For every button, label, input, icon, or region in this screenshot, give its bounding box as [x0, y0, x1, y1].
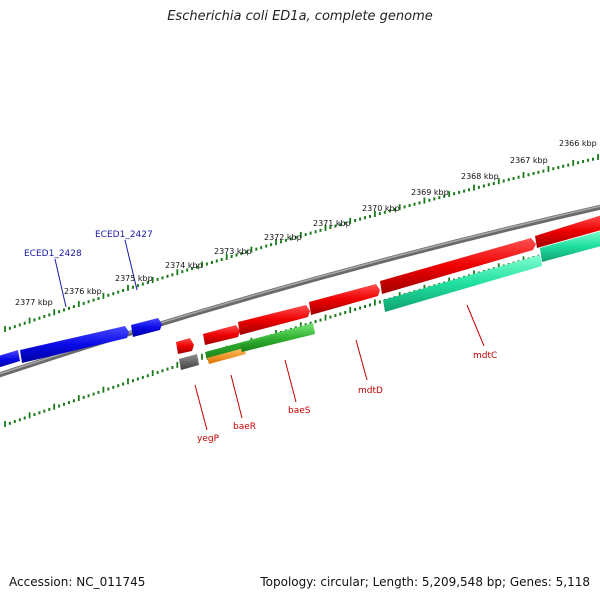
- kbp-tick-label: 2366 kbp: [559, 139, 597, 148]
- feature-teal-2[interactable]: [540, 230, 600, 262]
- kbp-tick-label: 2371 kbp: [313, 219, 351, 228]
- leader-line-baeS: [284, 359, 297, 403]
- gene-label-mdtD: mdtD: [358, 386, 383, 396]
- kbp-tick-label: 2367 kbp: [510, 156, 548, 165]
- gene-arrow-mdtB[interactable]: [535, 214, 600, 248]
- gene-label-baeS: baeS: [288, 406, 311, 416]
- gene-label-ECED1_2428: ECED1_2428: [24, 249, 82, 259]
- leader-line-mdtC: [466, 304, 485, 347]
- feature-green-2[interactable]: [240, 325, 315, 352]
- gene-label-ECED1_2427: ECED1_2427: [95, 230, 153, 240]
- kbp-tick-label: 2368 kbp: [461, 172, 499, 181]
- outer-coordinate-ruler: [4, 154, 599, 332]
- feature-orange[interactable]: [207, 348, 246, 364]
- gene-arrow-baeR[interactable]: [203, 325, 240, 345]
- kbp-tick-label: 2370 kbp: [362, 204, 400, 213]
- accession-label: Accession: NC_011745: [9, 575, 146, 589]
- feature-gray[interactable]: [179, 354, 199, 370]
- kbp-tick-label: 2372 kbp: [264, 233, 302, 242]
- leader-line-baeR: [230, 374, 243, 419]
- gene-label-mdtC: mdtC: [473, 351, 497, 361]
- genome-summary: Topology: circular; Length: 5,209,548 bp…: [260, 575, 590, 589]
- kbp-tick-label: 2376 kbp: [64, 287, 102, 296]
- gene-arrow-blue[interactable]: [20, 326, 129, 363]
- kbp-tick-label: 2377 kbp: [15, 298, 53, 307]
- gene-arrow-blue[interactable]: [0, 350, 20, 368]
- leader-line-mdtD: [355, 339, 368, 381]
- kbp-tick-label: 2375 kbp: [115, 274, 153, 283]
- leader-line-ECED1_2428: [54, 258, 67, 308]
- gene-arrow-blue[interactable]: [131, 318, 162, 337]
- kbp-tick-label: 2373 kbp: [214, 247, 252, 256]
- gene-label-baeR: baeR: [233, 422, 256, 432]
- gene-label-yegP: yegP: [197, 434, 220, 444]
- gene-arrow-yegP[interactable]: [176, 338, 194, 354]
- leader-line-ECED1_2427: [124, 239, 138, 291]
- leader-line-yegP: [194, 384, 208, 431]
- feature-teal[interactable]: [383, 255, 542, 312]
- kbp-tick-label: 2374 kbp: [165, 261, 203, 270]
- gene-arrow-mdtD[interactable]: [309, 284, 380, 315]
- kbp-tick-label: 2369 kbp: [411, 188, 449, 197]
- gene-arrow-mdtC[interactable]: [380, 238, 536, 294]
- gene-arrow-baeS[interactable]: [238, 305, 310, 335]
- map-title: Escherichia coli ED1a, complete genome: [167, 9, 433, 24]
